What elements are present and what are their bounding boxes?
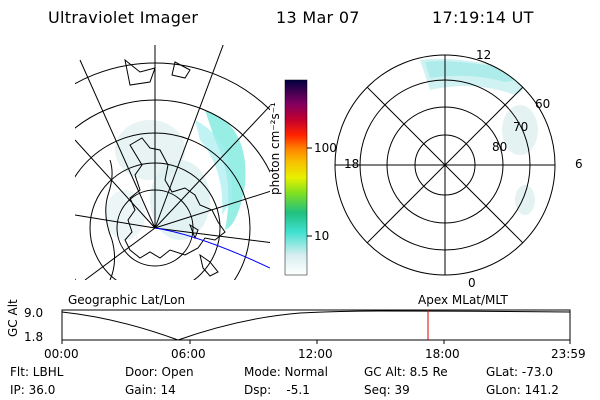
alt-tick-low: 1.8 [24,330,44,344]
geographic-title: Geographic Lat/Lon [68,293,186,307]
mode-readout: Mode: Normal [244,365,328,379]
mlt-label-6: 6 [575,157,583,171]
time-tick-0600: 06:00 [171,347,206,361]
altitude-curve [61,310,571,341]
colorbar [284,79,308,276]
gain-readout: Gain: 14 [125,383,176,397]
aurora-emission-polar [420,58,538,215]
colorbar-tick-10: 10 [314,229,330,243]
alt-tick-high: 9.0 [24,306,44,320]
geographic-map [75,45,270,280]
mlt-label-12: 12 [476,48,492,62]
time-tick-2359: 23:59 [551,347,586,361]
image-date: 13 Mar 07 [276,8,360,27]
ip-readout: IP: 36.0 [10,383,56,397]
mlt-label-18: 18 [344,157,360,171]
colorbar-tick-100: 100 [314,141,337,155]
image-time: 17:19:14 UT [432,8,534,27]
gc-alt-axis-label: GC Alt [6,299,20,337]
gc-alt-readout: GC Alt: 8.5 Re [364,365,448,379]
glon-readout: GLon: 141.2 [486,383,559,397]
seq-readout: Seq: 39 [364,383,410,397]
door-readout: Door: Open [125,365,194,379]
glat-readout: GLat: -73.0 [486,365,553,379]
flt-readout: Flt: LBHL [10,365,64,379]
app-title: Ultraviolet Imager [48,8,199,27]
mlt-label-0: 0 [468,276,476,290]
dsp-readout: Dsp: -5.1 [244,383,310,397]
time-tick-0000: 00:00 [44,347,79,361]
ground-track [154,227,270,269]
colorbar-unit-label: photon cm⁻²s⁻¹ [268,102,282,195]
mlat-label-80: 80 [492,140,508,154]
mlat-label-60: 60 [535,97,551,111]
time-tick-1800: 18:00 [425,347,460,361]
polar-plot [334,54,556,276]
mlat-label-70: 70 [513,120,529,134]
orbit-panel [61,309,571,344]
time-tick-1200: 12:00 [298,347,333,361]
apex-title: Apex MLat/MLT [418,293,508,307]
